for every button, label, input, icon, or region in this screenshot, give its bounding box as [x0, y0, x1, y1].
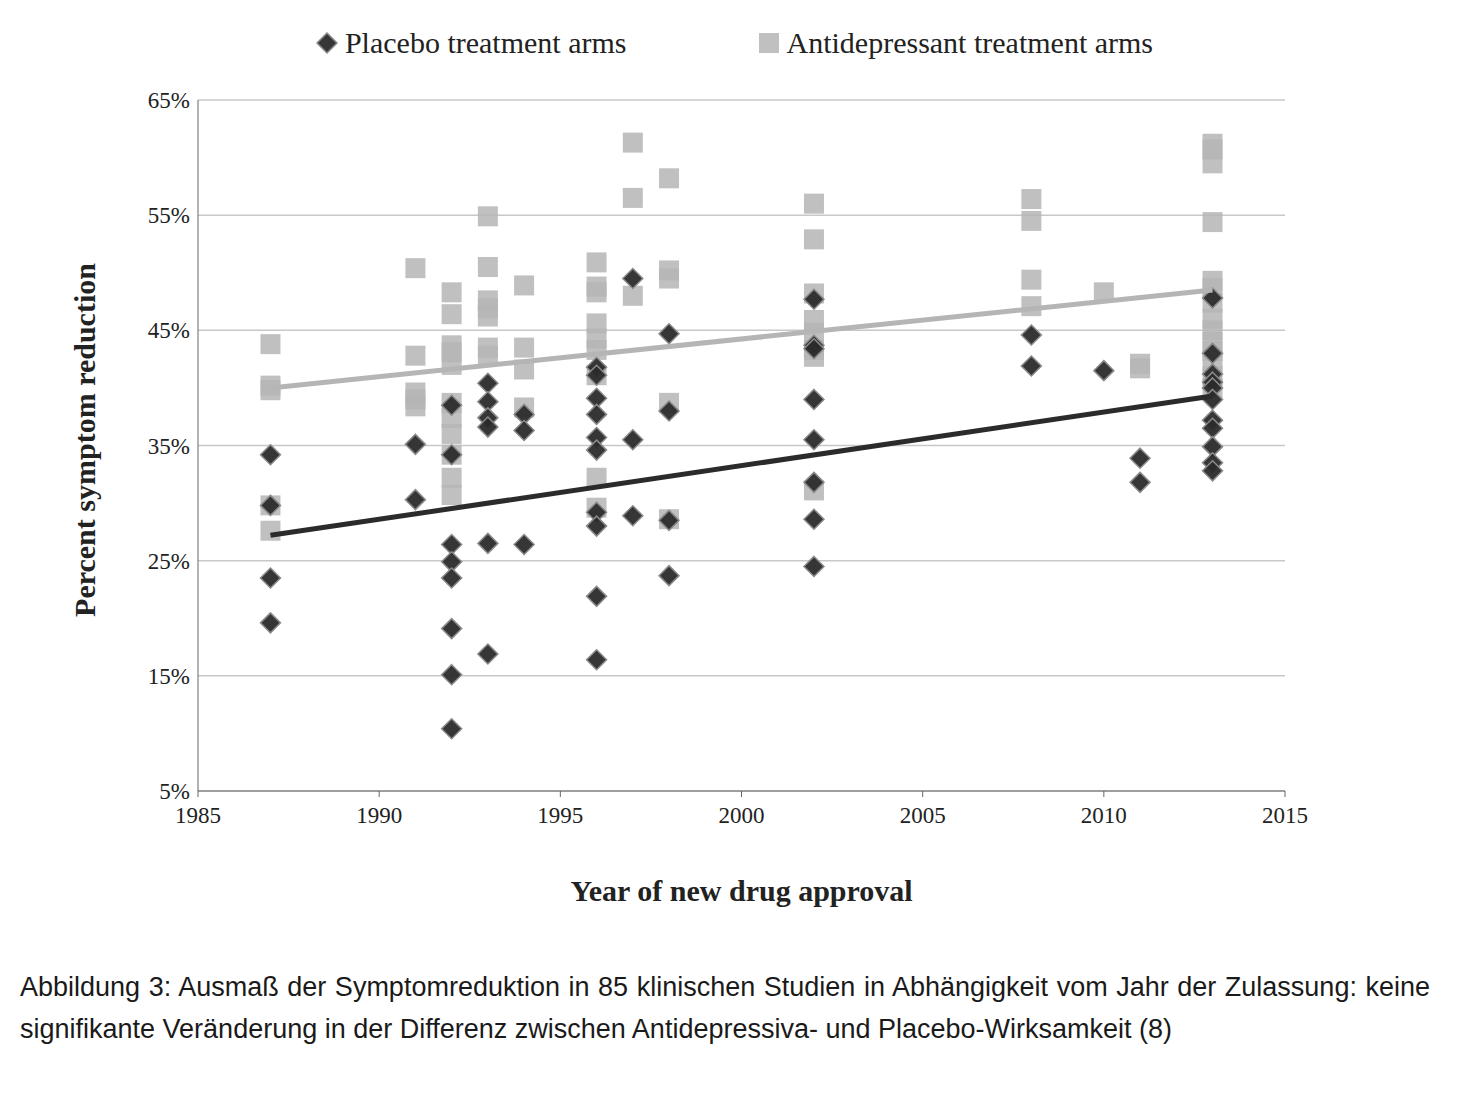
svg-text:25%: 25%: [148, 549, 190, 574]
svg-text:5%: 5%: [159, 779, 190, 804]
svg-text:15%: 15%: [148, 664, 190, 689]
svg-text:35%: 35%: [148, 434, 190, 459]
html-text:Placebo treatment arms: Placebo treatment arms: [344, 26, 627, 59]
svg-text:2010: 2010: [1081, 803, 1127, 828]
svg-text:1985: 1985: [175, 803, 221, 828]
html-text:Percent symptom reduction: Percent symptom reduction: [68, 263, 101, 617]
svg-text:55%: 55%: [148, 203, 190, 228]
svg-text:1990: 1990: [356, 803, 402, 828]
html-text:Antidepressant treatment arms: Antidepressant treatment arms: [786, 26, 1154, 59]
svg-text:65%: 65%: [148, 88, 190, 113]
svg-text:2005: 2005: [900, 803, 946, 828]
svg-text:1995: 1995: [537, 803, 583, 828]
html-text:Year of new drug approval: Year of new drug approval: [570, 874, 913, 907]
svg-text:2000: 2000: [719, 803, 765, 828]
svg-text:45%: 45%: [148, 318, 190, 343]
svg-text:2015: 2015: [1262, 803, 1308, 828]
html-text:Abbildung 3: Ausmaß der Sympto: Abbildung 3: Ausmaß der Symptomreduktion…: [20, 972, 1430, 1044]
